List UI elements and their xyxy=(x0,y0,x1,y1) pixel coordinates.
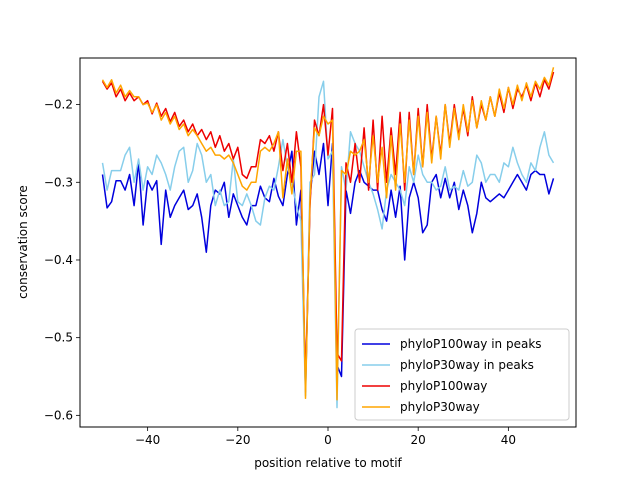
x-tick-label: 40 xyxy=(501,433,516,447)
y-tick-label: −0.4 xyxy=(44,253,73,267)
x-axis-label: position relative to motif xyxy=(254,456,402,470)
x-tick-label: 0 xyxy=(324,433,332,447)
plot-area xyxy=(101,67,555,409)
y-tick-label: −0.5 xyxy=(44,331,73,345)
series-line-1 xyxy=(101,80,555,409)
y-tick-label: −0.6 xyxy=(44,408,73,422)
legend-label-3: phyloP30way xyxy=(400,400,480,414)
y-tick-label: −0.2 xyxy=(44,98,73,112)
x-axis: −40 −20 0 20 40 xyxy=(135,427,516,447)
legend-label-0: phyloP100way in peaks xyxy=(400,337,542,351)
y-axis-label: conservation score xyxy=(16,185,30,299)
x-tick-label: −20 xyxy=(225,433,250,447)
y-tick-label: −0.3 xyxy=(44,175,73,189)
y-axis: −0.6 −0.5 −0.4 −0.3 −0.2 xyxy=(44,98,80,422)
legend-label-1: phyloP30way in peaks xyxy=(400,358,534,372)
legend-label-2: phyloP100way xyxy=(400,379,487,393)
x-tick-label: −40 xyxy=(135,433,160,447)
x-tick-label: 20 xyxy=(411,433,426,447)
series-line-3 xyxy=(101,67,555,401)
series-line-0 xyxy=(101,142,555,393)
legend-box xyxy=(354,328,570,421)
legend: phyloP100way in peaks phyloP30way in peak… xyxy=(354,328,570,421)
